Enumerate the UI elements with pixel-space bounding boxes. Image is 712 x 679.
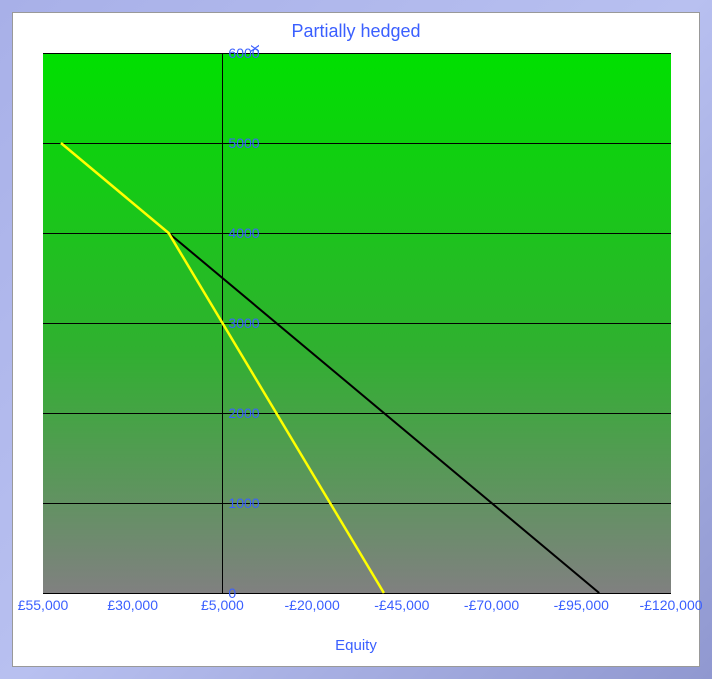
- y-tick: 4000: [228, 225, 259, 241]
- chart-title: Partially hedged: [13, 21, 699, 42]
- gridline: [43, 593, 671, 594]
- chart-outer: Partially hedged FT-SE100 Index 01000200…: [0, 0, 712, 679]
- y-tick: 6000: [228, 45, 259, 61]
- y-tick: 5000: [228, 135, 259, 151]
- x-tick: -£120,000: [636, 597, 706, 613]
- x-tick: £30,000: [107, 597, 158, 613]
- x-tick: -£70,000: [464, 597, 519, 613]
- x-tick: -£95,000: [554, 597, 609, 613]
- series-lines: [43, 53, 671, 593]
- x-axis-label: Equity: [13, 637, 699, 654]
- x-tick: -£45,000: [374, 597, 429, 613]
- x-tick: -£20,000: [285, 597, 340, 613]
- chart-panel: Partially hedged FT-SE100 Index 01000200…: [12, 12, 700, 667]
- series-yellow: [61, 143, 384, 593]
- x-tick: £5,000: [201, 597, 244, 613]
- y-tick: 3000: [228, 315, 259, 331]
- plot-area: 0100020003000400050006000 £55,000£30,000…: [43, 53, 671, 593]
- y-tick: 2000: [228, 405, 259, 421]
- x-tick: £55,000: [18, 597, 69, 613]
- y-tick: 1000: [228, 495, 259, 511]
